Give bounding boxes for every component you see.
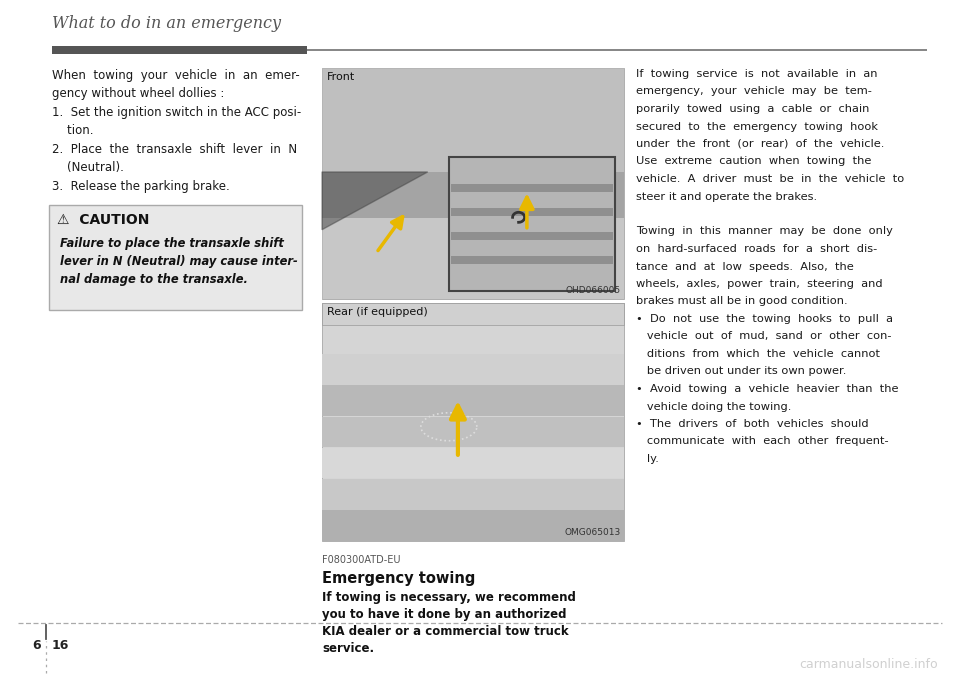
Text: be driven out under its own power.: be driven out under its own power. bbox=[636, 367, 847, 376]
Text: OHD066005: OHD066005 bbox=[565, 286, 621, 295]
Text: steer it and operate the brakes.: steer it and operate the brakes. bbox=[636, 192, 817, 201]
Text: ditions  from  which  the  vehicle  cannot: ditions from which the vehicle cannot bbox=[636, 349, 880, 359]
Text: emergency,  your  vehicle  may  be  tem-: emergency, your vehicle may be tem- bbox=[636, 87, 872, 96]
Text: F080300ATD-EU: F080300ATD-EU bbox=[322, 555, 400, 565]
Text: •  Do  not  use  the  towing  hooks  to  pull  a: • Do not use the towing hooks to pull a bbox=[636, 314, 893, 324]
Text: ly.: ly. bbox=[636, 454, 659, 464]
Text: tance  and  at  low  speeds.  Also,  the: tance and at low speeds. Also, the bbox=[636, 262, 853, 271]
Text: porarily  towed  using  a  cable  or  chain: porarily towed using a cable or chain bbox=[636, 104, 870, 114]
Text: Towing  in  this  manner  may  be  done  only: Towing in this manner may be done only bbox=[636, 227, 893, 236]
Text: nal damage to the transaxle.: nal damage to the transaxle. bbox=[60, 274, 248, 287]
Bar bbox=[451, 256, 612, 264]
Text: wheels,  axles,  power  train,  steering  and: wheels, axles, power train, steering and bbox=[636, 279, 882, 289]
Text: service.: service. bbox=[322, 642, 374, 655]
Bar bbox=[307, 49, 927, 51]
Text: If towing is necessary, we recommend: If towing is necessary, we recommend bbox=[322, 591, 576, 604]
Bar bbox=[451, 232, 612, 240]
Bar bbox=[322, 511, 624, 541]
Text: 1.  Set the ignition switch in the ACC posi-: 1. Set the ignition switch in the ACC po… bbox=[52, 106, 301, 119]
Text: carmanualsonline.info: carmanualsonline.info bbox=[800, 658, 938, 671]
Text: When  towing  your  vehicle  in  an  emer-: When towing your vehicle in an emer- bbox=[52, 69, 300, 82]
Bar bbox=[322, 448, 624, 478]
Text: What to do in an emergency: What to do in an emergency bbox=[52, 15, 281, 32]
Bar bbox=[322, 385, 624, 416]
Text: KIA dealer or a commercial tow truck: KIA dealer or a commercial tow truck bbox=[322, 625, 568, 638]
Text: 16: 16 bbox=[52, 639, 69, 652]
Bar bbox=[449, 157, 615, 291]
Bar bbox=[322, 303, 624, 325]
Bar bbox=[451, 184, 612, 192]
Text: (Neutral).: (Neutral). bbox=[52, 161, 124, 174]
Polygon shape bbox=[322, 172, 428, 229]
Bar bbox=[322, 68, 624, 172]
Bar bbox=[322, 68, 624, 299]
Bar bbox=[322, 303, 624, 541]
Text: OMG065013: OMG065013 bbox=[564, 528, 621, 537]
Bar bbox=[322, 479, 624, 510]
Bar bbox=[52, 46, 307, 54]
Text: tion.: tion. bbox=[52, 125, 93, 138]
Text: ⚠  CAUTION: ⚠ CAUTION bbox=[57, 212, 150, 227]
Text: •  Avoid  towing  a  vehicle  heavier  than  the: • Avoid towing a vehicle heavier than th… bbox=[636, 384, 899, 394]
Text: you to have it done by an authorized: you to have it done by an authorized bbox=[322, 608, 566, 621]
Text: vehicle.  A  driver  must  be  in  the  vehicle  to: vehicle. A driver must be in the vehicle… bbox=[636, 174, 904, 184]
Text: Rear (if equipped): Rear (if equipped) bbox=[327, 307, 428, 317]
Text: secured  to  the  emergency  towing  hook: secured to the emergency towing hook bbox=[636, 121, 878, 132]
Text: vehicle  out  of  mud,  sand  or  other  con-: vehicle out of mud, sand or other con- bbox=[636, 331, 892, 342]
Bar bbox=[451, 208, 612, 216]
Text: on  hard-surfaced  roads  for  a  short  dis-: on hard-surfaced roads for a short dis- bbox=[636, 244, 877, 254]
Bar bbox=[322, 417, 624, 447]
Bar bbox=[322, 354, 624, 384]
Text: lever in N (Neutral) may cause inter-: lever in N (Neutral) may cause inter- bbox=[60, 255, 298, 268]
Text: 6: 6 bbox=[32, 639, 40, 652]
Text: under  the  front  (or  rear)  of  the  vehicle.: under the front (or rear) of the vehicle… bbox=[636, 139, 884, 149]
Text: •  The  drivers  of  both  vehicles  should: • The drivers of both vehicles should bbox=[636, 419, 869, 429]
Text: Front: Front bbox=[327, 72, 355, 82]
Text: communicate  with  each  other  frequent-: communicate with each other frequent- bbox=[636, 437, 889, 446]
Bar bbox=[322, 218, 624, 299]
Text: 3.  Release the parking brake.: 3. Release the parking brake. bbox=[52, 180, 229, 193]
Text: Emergency towing: Emergency towing bbox=[322, 571, 475, 586]
Bar bbox=[322, 172, 624, 218]
Text: Failure to place the transaxle shift: Failure to place the transaxle shift bbox=[60, 236, 284, 249]
Text: 2.  Place  the  transaxle  shift  lever  in  N: 2. Place the transaxle shift lever in N bbox=[52, 143, 298, 156]
FancyBboxPatch shape bbox=[49, 205, 302, 309]
Text: Use  extreme  caution  when  towing  the: Use extreme caution when towing the bbox=[636, 156, 872, 167]
Text: vehicle doing the towing.: vehicle doing the towing. bbox=[636, 402, 791, 411]
Text: If  towing  service  is  not  available  in  an: If towing service is not available in an bbox=[636, 69, 877, 79]
Text: gency without wheel dollies :: gency without wheel dollies : bbox=[52, 88, 225, 101]
Text: brakes must all be in good condition.: brakes must all be in good condition. bbox=[636, 296, 848, 307]
